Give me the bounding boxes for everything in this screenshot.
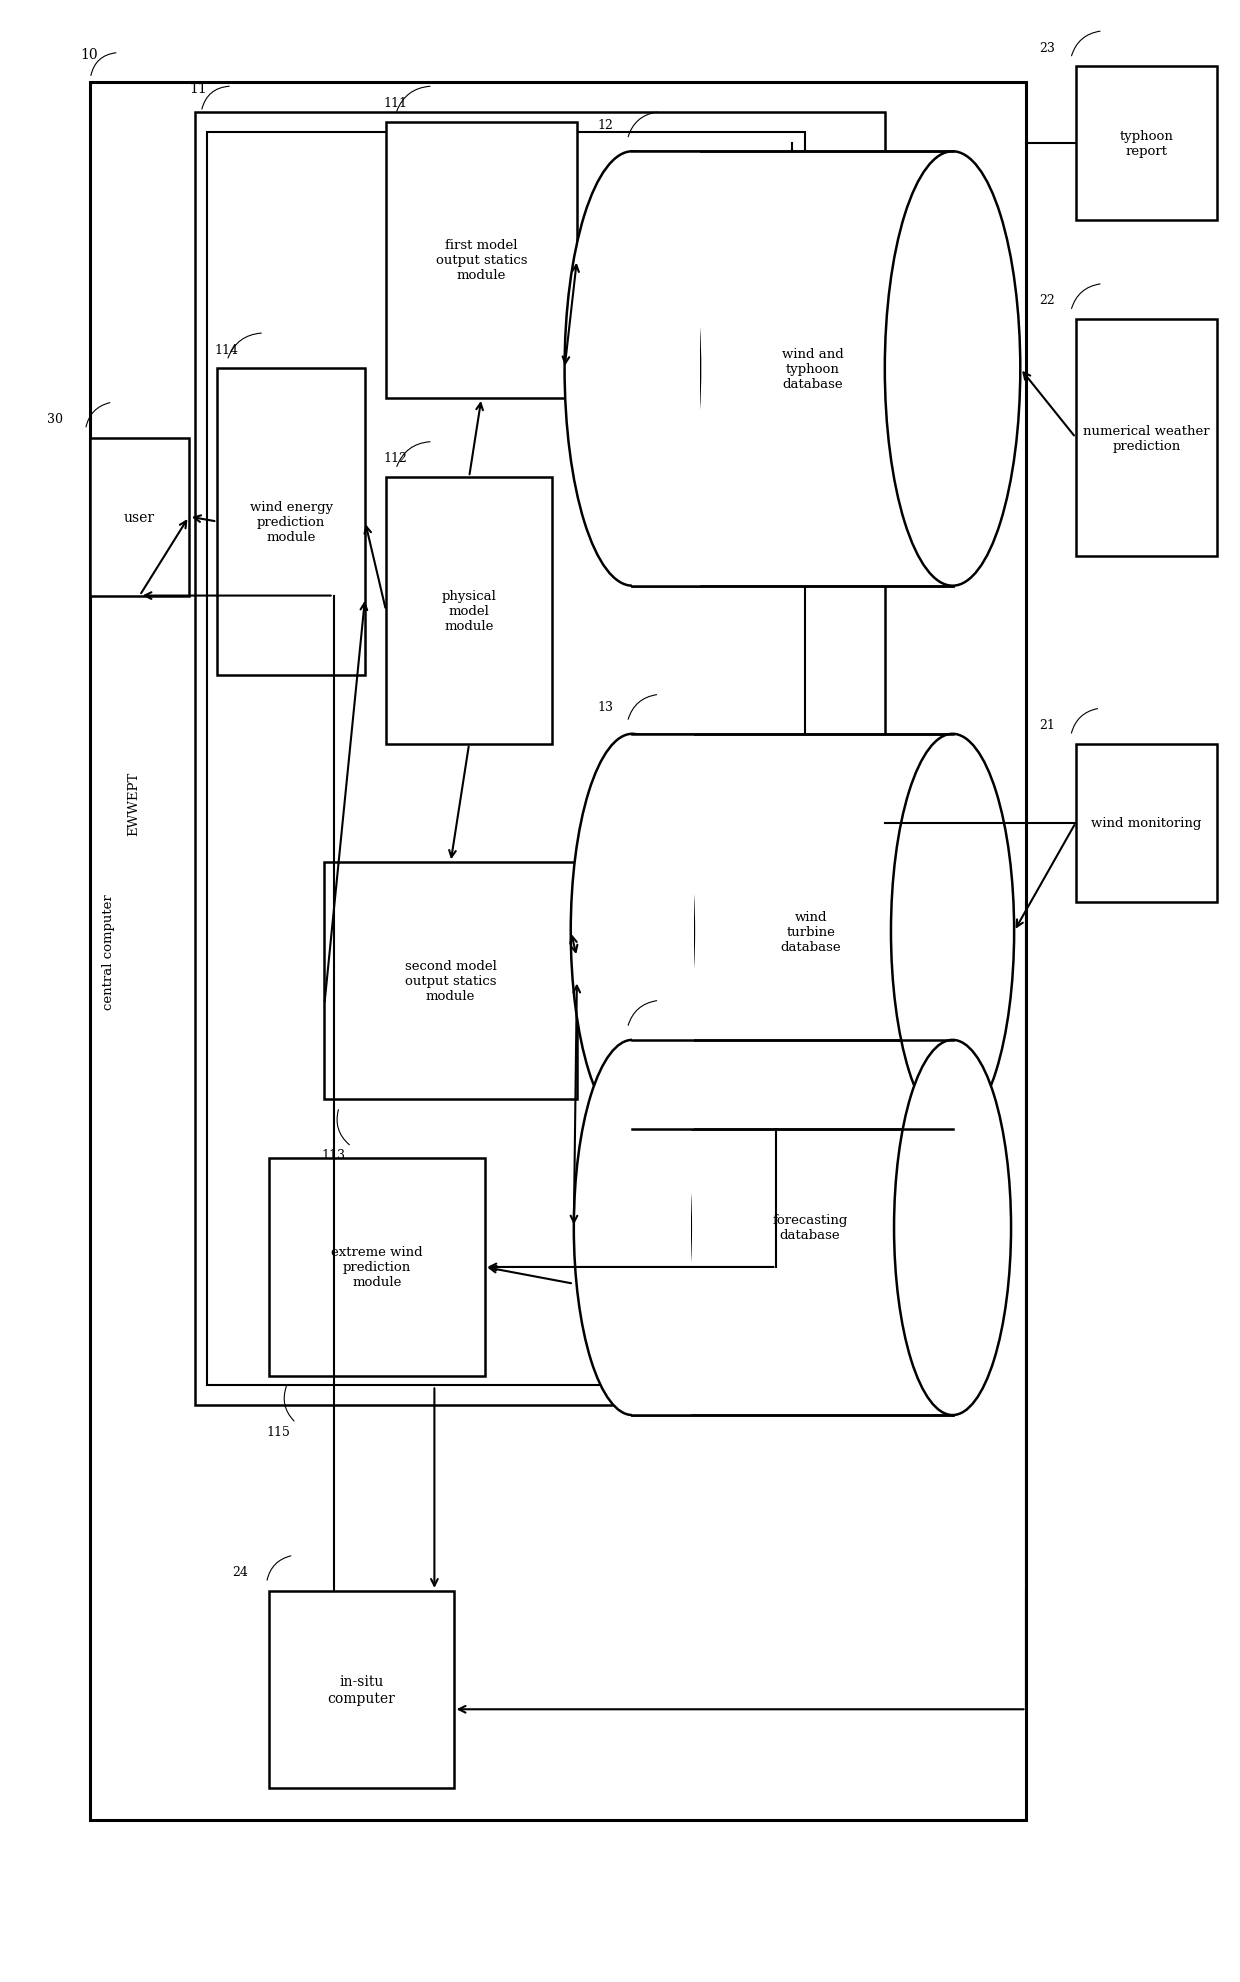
Text: 23: 23 [1039,42,1055,55]
Text: extreme wind
prediction
module: extreme wind prediction module [331,1247,423,1288]
Text: wind monitoring: wind monitoring [1091,817,1202,830]
Text: 11: 11 [188,81,207,95]
Text: 21: 21 [1039,719,1055,731]
Text: second model
output statics
module: second model output statics module [404,959,496,1003]
Text: typhoon
report: typhoon report [1120,131,1173,159]
Text: 14: 14 [598,1007,614,1019]
FancyBboxPatch shape [325,862,577,1100]
Text: wind energy
prediction
module: wind energy prediction module [249,501,332,543]
FancyBboxPatch shape [1076,67,1218,222]
FancyBboxPatch shape [1076,745,1218,902]
Text: 13: 13 [598,702,614,714]
Bar [632,153,952,587]
FancyBboxPatch shape [1076,319,1218,557]
Text: wind
turbine
database: wind turbine database [781,910,841,953]
Text: wind and
typhoon
database: wind and typhoon database [782,347,843,390]
Ellipse shape [892,735,1014,1130]
Text: 112: 112 [383,452,408,466]
Bar [632,153,701,587]
Text: 12: 12 [598,119,614,131]
Text: EWWEPT: EWWEPT [126,771,140,836]
FancyBboxPatch shape [386,478,552,745]
FancyBboxPatch shape [269,1592,454,1788]
FancyBboxPatch shape [207,133,805,1385]
Text: central computer: central computer [103,894,115,1009]
FancyBboxPatch shape [217,369,365,676]
Text: 30: 30 [47,412,63,426]
Text: 114: 114 [215,343,239,357]
Text: user: user [124,509,155,525]
Ellipse shape [885,153,1021,587]
Bar [632,1041,691,1415]
Text: 24: 24 [232,1566,248,1578]
Ellipse shape [894,1041,1011,1415]
Bar [632,735,952,1130]
Text: 115: 115 [267,1425,290,1439]
Text: in-situ
computer: in-situ computer [327,1675,396,1705]
FancyBboxPatch shape [269,1159,485,1376]
Ellipse shape [570,735,694,1130]
Text: 113: 113 [322,1150,346,1161]
FancyBboxPatch shape [91,438,188,597]
Bar [632,1041,952,1415]
Text: first model
output statics
module: first model output statics module [435,240,527,281]
Ellipse shape [574,1041,691,1415]
Text: 10: 10 [81,48,98,61]
Text: numerical weather
prediction: numerical weather prediction [1084,424,1210,452]
FancyBboxPatch shape [195,113,885,1405]
Text: 111: 111 [383,97,408,109]
Text: forecasting
database: forecasting database [773,1213,848,1243]
Text: physical
model
module: physical model module [441,589,496,632]
Bar [632,735,694,1130]
Text: 22: 22 [1039,293,1054,307]
FancyBboxPatch shape [91,83,1027,1819]
Ellipse shape [564,153,701,587]
FancyBboxPatch shape [386,123,577,398]
